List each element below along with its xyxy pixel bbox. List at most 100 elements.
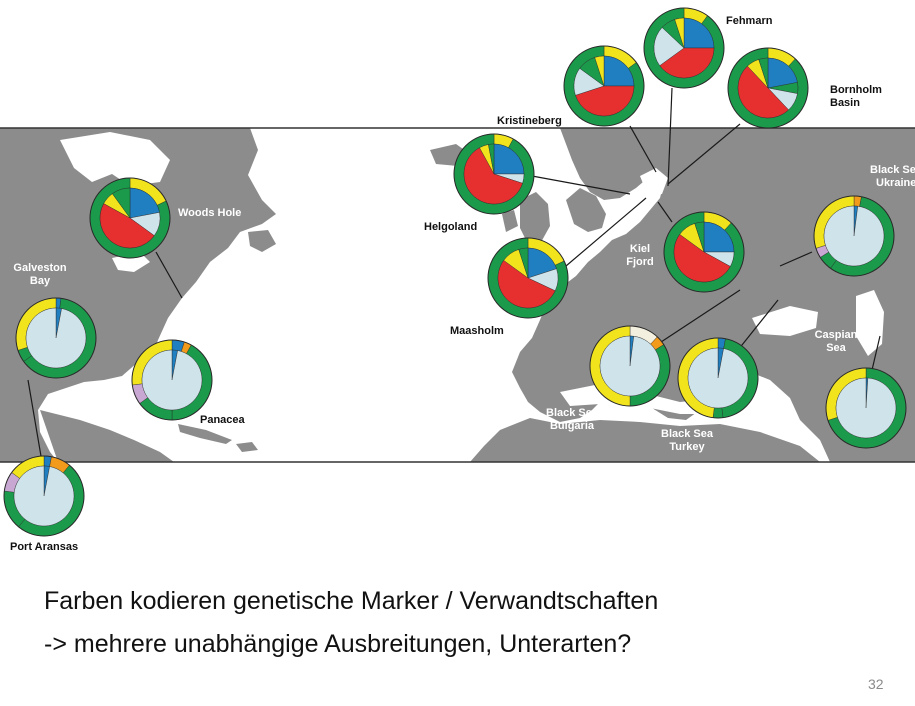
marker-helgoland-outline (453, 133, 535, 215)
label-kiel-line2: Fjord (626, 256, 654, 268)
marker-maasholm-inner-slice-4 (518, 247, 529, 279)
landmass-hispaniola (236, 442, 258, 452)
marker-maasholm (487, 237, 569, 319)
label-galveston-bay: Galveston Bay (13, 262, 66, 287)
landmass-britain (520, 192, 550, 244)
label-fehmarn: Fehmarn (726, 15, 773, 27)
marker-bornholm (727, 47, 809, 129)
black-sea (752, 306, 818, 336)
label-bulgaria-line1: Black Sea (546, 407, 599, 419)
marker-galveston_bay-outline (15, 297, 97, 379)
marker-fehmarn-inner-slice-4 (674, 17, 685, 49)
hudson-bay (60, 132, 170, 186)
label-ukraine-line2: Ukraine (876, 177, 915, 189)
label-turkey-line2: Turkey (669, 441, 705, 453)
label-kiel-fjord: Kiel Fjord (626, 243, 654, 268)
marker-black-sea-turkey (677, 337, 759, 419)
leader-fehmarn (667, 87, 673, 187)
marker-bornholm-inner-slice-5 (758, 57, 769, 89)
label-black-sea-ukraine: Black SeaUkraine (870, 164, 915, 189)
marker-caspian_sea-inner-slice-1 (835, 377, 897, 439)
marker-maasholm-inner-slice-2 (497, 260, 556, 309)
leader-woods-hole (155, 251, 183, 299)
marker-black_sea_bulgaria-inner-slice-1 (599, 335, 661, 397)
caspian-sea-water (856, 290, 884, 356)
marker-panacea (131, 339, 213, 421)
marker-caspian_sea-outline (825, 367, 907, 449)
marker-bornholm-inner-slice-3 (737, 65, 789, 119)
marker-fehmarn-inner-slice-2 (653, 27, 685, 66)
label-black-sea-turkey: Black Sea Turkey (661, 428, 714, 453)
leader-turkey (737, 299, 779, 351)
marker-bornholm-outline (727, 47, 809, 129)
marker-port-aransas (3, 455, 85, 537)
marker-kiel_fjord-outline (663, 211, 745, 293)
landmass-ireland (502, 210, 518, 232)
marker-woods_hole-outline (89, 177, 171, 259)
marker-kristineberg (563, 45, 645, 127)
label-galveston-line2: Bay (30, 275, 51, 287)
marker-helgoland-inner-slice-0 (493, 143, 525, 175)
marker-fehmarn-outline (643, 7, 725, 89)
marker-caspian-sea (825, 367, 907, 449)
marker-bornholm-inner-slice-0 (767, 57, 798, 89)
label-kiel-line1: Kiel (630, 243, 650, 255)
marker-black_sea_ukraine-inner-slice-1 (823, 205, 885, 267)
label-bornholm-line2: Basin (830, 97, 860, 109)
landmass-mexico (40, 410, 174, 462)
label-maasholm: Maasholm (450, 325, 504, 337)
caption-line-1: Farben kodieren genetische Marker / Verw… (44, 587, 659, 615)
marker-kristineberg-outline (563, 45, 645, 127)
marker-woods_hole-inner-slice-2 (99, 203, 155, 249)
baltic-sea (640, 168, 668, 196)
marker-black-sea-ukraine (813, 195, 895, 277)
marker-black_sea_turkey-outline (677, 337, 759, 419)
page-number: 32 (868, 676, 884, 692)
leader-ukraine (779, 251, 813, 267)
caption-line-2: -> mehrere unabhängige Ausbreitungen, Un… (44, 630, 632, 658)
landmass-newfoundland (248, 230, 276, 252)
marker-kiel_fjord-inner-slice-0 (703, 221, 735, 253)
label-kristineberg: Kristineberg (497, 115, 562, 127)
marker-black_sea_turkey-outer-slice-2 (712, 407, 724, 419)
marker-galveston-bay (15, 297, 97, 379)
leader-kristineberg (629, 125, 657, 173)
marker-kristineberg-inner-slice-1 (575, 85, 635, 117)
marker-galveston_bay-inner-slice-1 (25, 307, 87, 369)
label-caspian-sea: Caspian Sea (815, 329, 858, 354)
label-bornholm: Bornholm Basin (830, 84, 882, 109)
label-panacea: Panacea (200, 414, 246, 426)
marker-helgoland-inner-slice-4 (488, 143, 495, 175)
label-black-sea-bulgaria: Black Sea Bulgaria (546, 407, 599, 432)
marker-kiel_fjord-inner-slice-2 (673, 234, 731, 283)
marker-panacea-inner-slice-1 (141, 349, 203, 411)
marker-port_aransas-outline (3, 455, 85, 537)
label-bornholm-line1: Bornholm (830, 84, 882, 96)
marker-maasholm-outline (487, 237, 569, 319)
marker-kiel_fjord-inner-slice-4 (694, 221, 705, 253)
marker-fehmarn-inner-slice-0 (683, 17, 715, 49)
landmass-scandinavia (566, 188, 606, 232)
landmass-cuba (178, 424, 232, 444)
marker-kristineberg-inner-slice-0 (603, 55, 635, 87)
marker-helgoland (453, 133, 535, 215)
label-helgoland: Helgoland (424, 221, 477, 233)
marker-woods_hole-inner-slice-4 (112, 187, 131, 219)
landmass-africa (470, 418, 820, 462)
leader-bulgaria (657, 289, 741, 345)
leader-kiel (657, 201, 673, 223)
leader-bornholm (667, 123, 741, 185)
marker-black_sea_bulgaria-outline (589, 325, 671, 407)
marker-woods-hole (89, 177, 171, 259)
label-caspian-line1: Caspian (815, 329, 858, 341)
marker-black_sea_turkey-inner-slice-1 (687, 347, 749, 409)
site-markers (3, 7, 907, 537)
marker-maasholm-inner-slice-0 (527, 247, 557, 279)
label-turkey-line1: Black Sea (661, 428, 714, 440)
marker-panacea-outline (131, 339, 213, 421)
marker-port_aransas-inner-slice-1 (13, 465, 75, 527)
marker-black-sea-bulgaria (589, 325, 671, 407)
marker-kiel-fjord (663, 211, 745, 293)
landmass-north-america (0, 128, 276, 462)
